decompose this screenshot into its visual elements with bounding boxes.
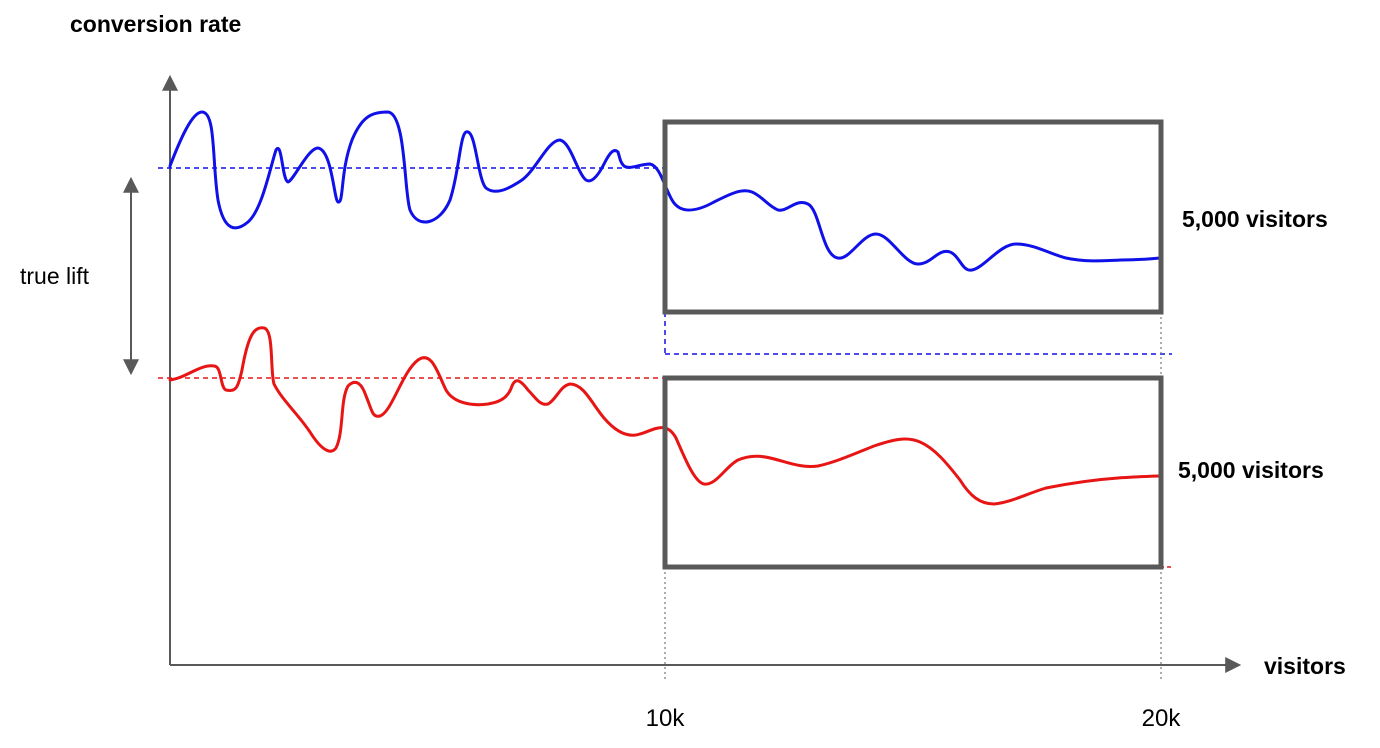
top-sample-box <box>662 119 1164 315</box>
true-lift-label: true lift <box>20 263 90 289</box>
blue-conversion-curve <box>168 110 1162 272</box>
bottom-box-label: 5,000 visitors <box>1178 457 1324 483</box>
bottom-sample-box <box>662 375 1164 570</box>
red-conversion-curve <box>168 326 1162 506</box>
y-axis-label: conversion rate <box>70 11 241 37</box>
top-box-label: 5,000 visitors <box>1182 206 1328 232</box>
tick-10k-label: 10k <box>646 705 686 732</box>
tick-20k-label: 20k <box>1142 705 1182 732</box>
x-axis-label: visitors <box>1264 653 1346 679</box>
